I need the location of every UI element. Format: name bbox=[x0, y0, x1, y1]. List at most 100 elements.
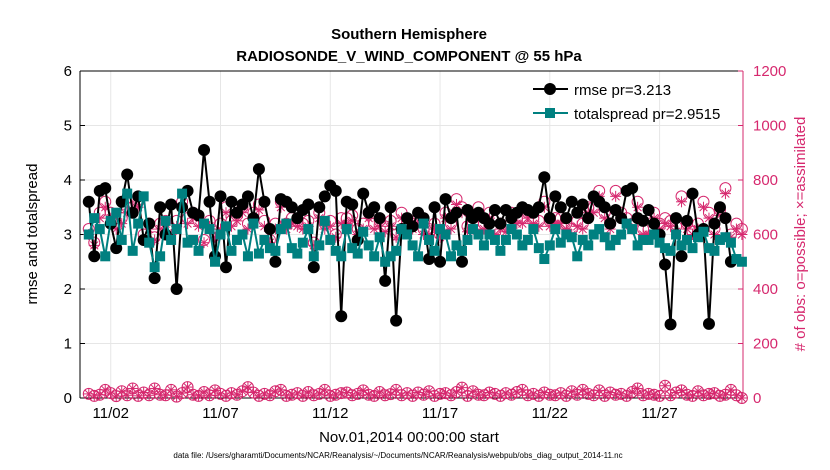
totalspread-point bbox=[149, 262, 160, 273]
rmse-point bbox=[143, 217, 156, 230]
rmse-point bbox=[439, 193, 452, 206]
star-stroke bbox=[699, 203, 708, 212]
rmse-point bbox=[560, 212, 573, 225]
star-stroke bbox=[183, 382, 192, 392]
totalspread-point bbox=[467, 224, 478, 235]
obs-assimilated-point bbox=[445, 223, 457, 235]
totalspread-point bbox=[676, 240, 687, 251]
obs-assimilated-point bbox=[676, 196, 688, 208]
totalspread-point bbox=[539, 254, 550, 265]
star-stroke bbox=[166, 385, 176, 395]
x-tick-label: 11/22 bbox=[532, 405, 568, 422]
totalspread-point bbox=[440, 229, 451, 240]
x-tick-label: 11/02 bbox=[93, 405, 129, 422]
star-stroke bbox=[573, 222, 582, 231]
totalspread-point bbox=[253, 248, 264, 259]
totalspread-point bbox=[363, 240, 374, 251]
star-stroke bbox=[677, 386, 686, 395]
totalspread-point bbox=[380, 256, 391, 267]
star-stroke bbox=[732, 391, 741, 400]
rmse-point bbox=[346, 198, 359, 211]
rmse-point bbox=[241, 190, 254, 203]
obs-count-cross bbox=[99, 384, 111, 396]
star-stroke bbox=[276, 385, 286, 395]
star-stroke bbox=[446, 391, 456, 400]
totalspread-point bbox=[155, 251, 166, 262]
obs-count-cross bbox=[143, 389, 155, 401]
rmse-point bbox=[115, 195, 128, 208]
obs-assimilated-point bbox=[632, 201, 644, 213]
totalspread-point bbox=[544, 240, 555, 251]
totalspread-point bbox=[297, 237, 308, 248]
star-stroke bbox=[369, 391, 379, 401]
x-tick-label: 11/27 bbox=[641, 405, 677, 422]
totalspread-point bbox=[654, 237, 665, 248]
y-axis-label-right: # of obs: o=possible; ×=assimilated bbox=[792, 117, 809, 352]
totalspread-point bbox=[160, 215, 171, 226]
totalspread-point bbox=[720, 232, 731, 243]
star-stroke bbox=[221, 208, 231, 217]
x-tick-label: 11/12 bbox=[312, 405, 348, 422]
totalspread-point bbox=[500, 234, 511, 245]
y-tick-label-right: 1000 bbox=[753, 118, 786, 135]
totalspread-point bbox=[127, 245, 138, 256]
rmse-point bbox=[604, 217, 617, 230]
totalspread-point bbox=[456, 245, 467, 256]
totalspread-point bbox=[703, 243, 714, 254]
totalspread-point bbox=[226, 245, 237, 256]
rmse-point bbox=[302, 198, 315, 211]
totalspread-point bbox=[682, 234, 693, 245]
rmse-point bbox=[648, 217, 661, 230]
totalspread-point bbox=[451, 240, 462, 251]
totalspread-point bbox=[248, 218, 259, 229]
y-tick-label-left: 4 bbox=[64, 172, 72, 189]
totalspread-point bbox=[736, 256, 747, 267]
rmse-point bbox=[88, 250, 101, 263]
star-stroke bbox=[117, 386, 126, 396]
legend-rmse-marker bbox=[544, 83, 556, 95]
star-stroke bbox=[210, 386, 220, 395]
rmse-point bbox=[99, 182, 112, 195]
rmse-point bbox=[582, 212, 595, 225]
rmse-point bbox=[686, 187, 699, 200]
totalspread-point bbox=[177, 188, 188, 199]
star-stroke bbox=[293, 388, 302, 398]
totalspread-point bbox=[572, 251, 583, 262]
rmse-point bbox=[626, 182, 639, 195]
obs-assimilated-point bbox=[253, 204, 265, 216]
star-stroke bbox=[655, 391, 664, 401]
rmse-point bbox=[664, 318, 677, 331]
y-tick-label-right: 600 bbox=[753, 227, 778, 244]
star-stroke bbox=[660, 381, 670, 390]
star-stroke bbox=[666, 222, 675, 231]
rmse-point bbox=[681, 214, 694, 227]
totalspread-point bbox=[83, 229, 94, 240]
legend-totalspread-marker bbox=[545, 108, 555, 118]
star-stroke bbox=[424, 386, 434, 396]
star-stroke bbox=[534, 391, 544, 401]
rmse-point bbox=[379, 274, 392, 287]
obs-count-cross bbox=[149, 382, 161, 394]
totalspread-point bbox=[286, 243, 297, 254]
totalspread-point bbox=[407, 240, 418, 251]
obs-count-cross bbox=[626, 386, 638, 398]
rmse-point bbox=[483, 217, 496, 230]
star-stroke bbox=[320, 385, 330, 395]
totalspread-point bbox=[671, 229, 682, 240]
star-stroke bbox=[737, 393, 747, 403]
star-stroke bbox=[622, 391, 631, 401]
y-tick-label-right: 200 bbox=[753, 336, 778, 353]
star-stroke bbox=[732, 224, 741, 234]
rmse-point bbox=[285, 201, 298, 214]
totalspread-point bbox=[237, 229, 248, 240]
totalspread-point bbox=[133, 218, 144, 229]
star-stroke bbox=[243, 382, 253, 392]
totalspread-point bbox=[89, 213, 100, 224]
rmse-point bbox=[549, 190, 562, 203]
y-tick-label-right: 800 bbox=[753, 172, 778, 189]
star-stroke bbox=[386, 389, 395, 399]
totalspread-point bbox=[687, 243, 698, 254]
rmse-point bbox=[165, 198, 178, 211]
rmse-point bbox=[598, 201, 611, 214]
star-stroke bbox=[578, 385, 587, 395]
